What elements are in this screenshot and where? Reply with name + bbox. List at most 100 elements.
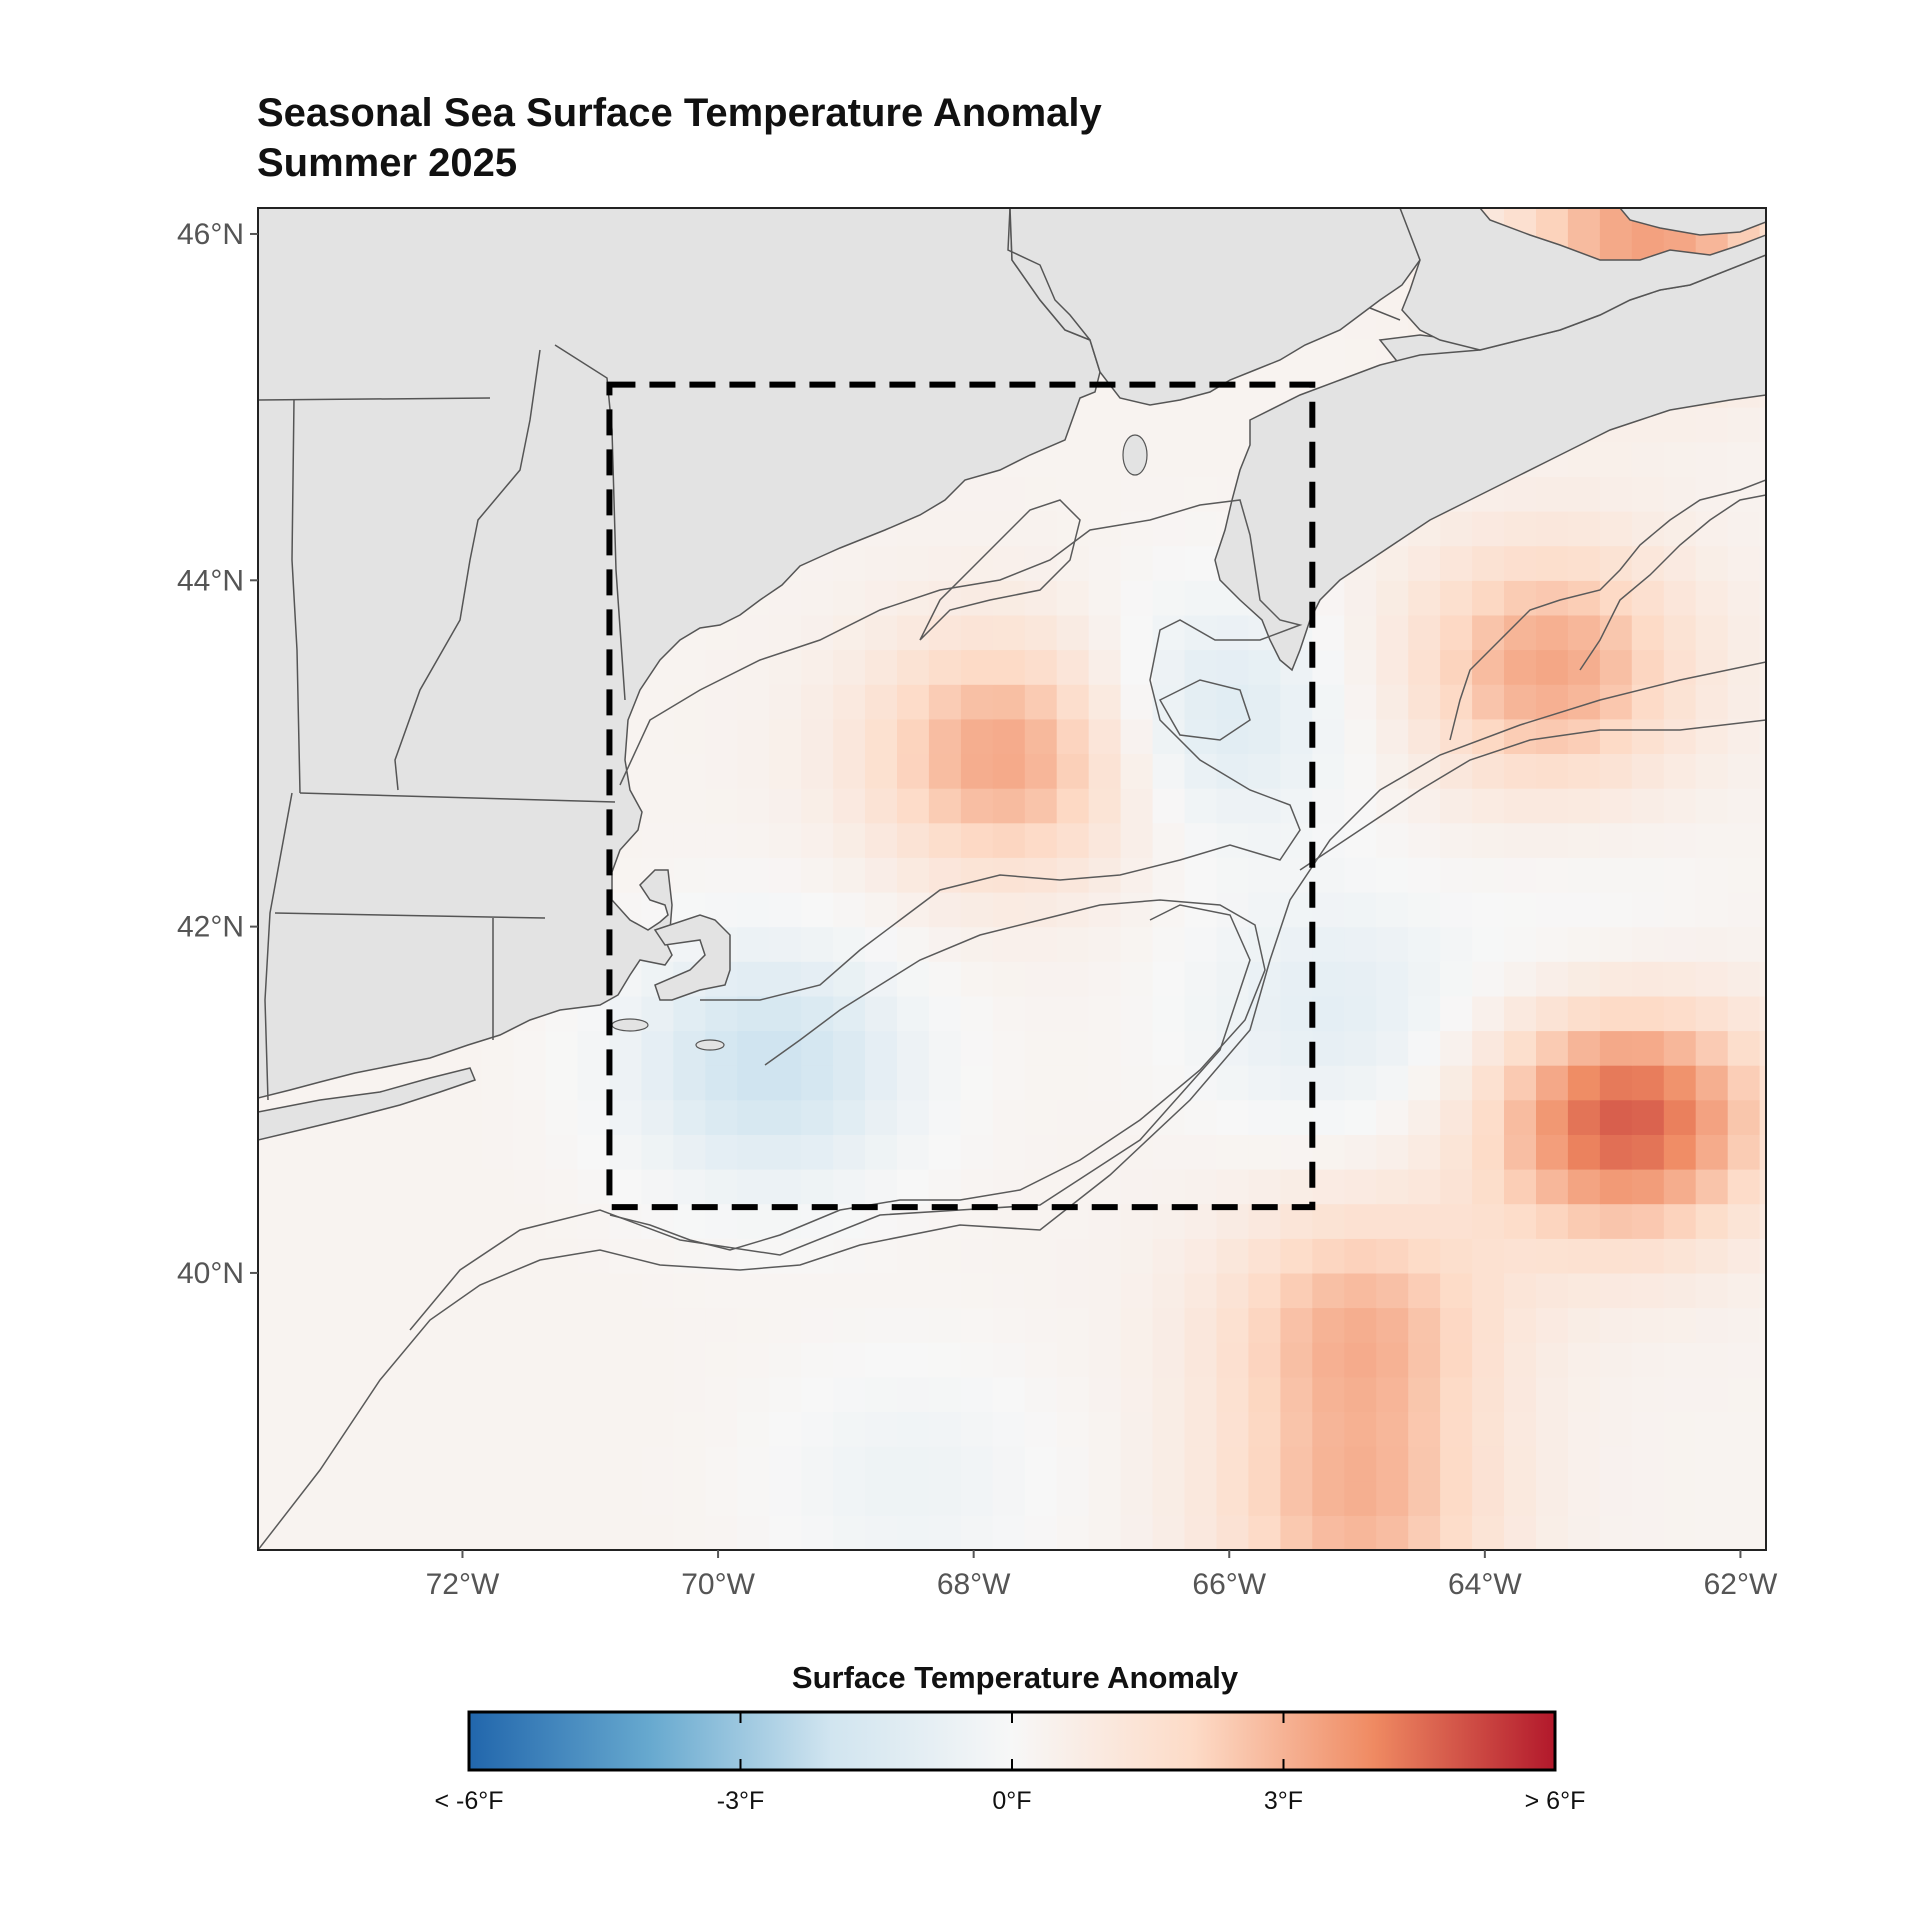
- anomaly-cell: [641, 1030, 674, 1066]
- anomaly-cell: [769, 1446, 802, 1482]
- anomaly-cell: [1663, 822, 1697, 858]
- anomaly-cell: [641, 1169, 674, 1205]
- anomaly-cell: [960, 857, 994, 893]
- anomaly-cell: [673, 1446, 706, 1482]
- anomaly-cell: [1695, 1238, 1729, 1274]
- anomaly-cell: [1567, 1134, 1601, 1170]
- anomaly-cell: [1216, 753, 1249, 789]
- anomaly-cell: [1408, 1238, 1441, 1274]
- anomaly-cell: [1120, 961, 1154, 997]
- anomaly-cell: [928, 995, 962, 1032]
- anomaly-cell: [1727, 1307, 1761, 1343]
- anomaly-cell: [1216, 857, 1249, 893]
- anomaly-cell: [545, 1169, 578, 1205]
- anomaly-cell: [1663, 1238, 1697, 1274]
- contour-scotian-bank-2: [1579, 494, 1766, 671]
- anomaly-cell: [1663, 545, 1697, 581]
- anomaly-cell: [1280, 1134, 1313, 1170]
- lon-tick-label: 72°W: [426, 1568, 500, 1601]
- contour-scotian-shelf: [1299, 719, 1766, 871]
- anomaly-cell: [1599, 753, 1633, 789]
- anomaly-cell: [992, 1342, 1026, 1378]
- anomaly-cell: [928, 545, 962, 581]
- anomaly-cell: [1056, 1515, 1090, 1550]
- anomaly-cell: [1695, 926, 1729, 962]
- anomaly-cell: [449, 1203, 483, 1239]
- anomaly-cell: [1088, 753, 1122, 789]
- anomaly-cell: [641, 1238, 674, 1274]
- anomaly-cell: [1376, 961, 1409, 997]
- anomaly-cell: [960, 926, 994, 962]
- anomaly-cell: [897, 1099, 930, 1135]
- new-england-land: [258, 208, 1101, 1099]
- anomaly-cell: [1504, 788, 1537, 824]
- anomaly-cell: [833, 1480, 866, 1516]
- anomaly-cell: [289, 1411, 323, 1447]
- anomaly-cell: [545, 1272, 578, 1309]
- anomaly-cell: [769, 995, 802, 1032]
- anomaly-cell: [705, 1515, 738, 1550]
- anomaly-cell: [577, 1480, 610, 1516]
- anomaly-cell: [1599, 1030, 1633, 1066]
- anomaly-cell: [1408, 614, 1441, 651]
- anomaly-cell: [1727, 857, 1761, 893]
- anomaly-cell: [673, 1515, 706, 1550]
- anomaly-cell: [1248, 1134, 1281, 1170]
- anomaly-cell: [385, 1446, 419, 1482]
- anomaly-cell: [928, 753, 962, 789]
- anomaly-cell: [513, 1480, 547, 1516]
- anomaly-cell: [1536, 614, 1569, 651]
- anomaly-cell: [1120, 788, 1154, 824]
- anomaly-cell: [897, 1307, 930, 1343]
- anomaly-cell: [1088, 1307, 1122, 1343]
- anomaly-cell: [1599, 614, 1633, 651]
- anomaly-cell: [1408, 926, 1441, 962]
- map-title: Seasonal Sea Surface Temperature Anomaly…: [257, 88, 1102, 188]
- anomaly-cell: [1024, 1446, 1058, 1482]
- anomaly-cell: [960, 1065, 994, 1101]
- anomaly-cell: [641, 1376, 674, 1412]
- anomaly-cell: [1472, 1411, 1505, 1447]
- anomaly-cell: [1695, 649, 1729, 685]
- anomaly-cell: [1184, 649, 1217, 685]
- anomaly-cell: [1280, 684, 1313, 720]
- anomaly-cell: [833, 1134, 866, 1170]
- anomaly-cell: [449, 1446, 483, 1482]
- anomaly-cell: [1344, 649, 1377, 685]
- anomaly-cell: [1440, 1099, 1473, 1135]
- anomaly-cell: [897, 961, 930, 997]
- anomaly-cell: [1024, 1376, 1058, 1412]
- anomaly-cell: [1727, 1480, 1761, 1516]
- anomaly-cell: [1312, 1169, 1345, 1205]
- anomaly-cell: [705, 788, 738, 824]
- anomaly-cell: [1567, 1480, 1601, 1516]
- anomaly-cell: [1599, 1169, 1633, 1205]
- anomaly-cell: [833, 1238, 866, 1274]
- anomaly-cell: [928, 1307, 962, 1343]
- lon-tick-label: 66°W: [1192, 1568, 1266, 1601]
- anomaly-cell: [1120, 822, 1154, 858]
- anomaly-cell: [1184, 476, 1217, 512]
- anomaly-cell: [1024, 788, 1058, 824]
- anomaly-cell: [1536, 822, 1569, 858]
- anomaly-cell: [1344, 1272, 1377, 1309]
- anomaly-cell: [1599, 476, 1633, 512]
- anomaly-cell: [1344, 995, 1377, 1032]
- anomaly-cell: [1024, 1238, 1058, 1274]
- anomaly-cell: [1120, 476, 1154, 512]
- anomaly-cell: [385, 1169, 419, 1205]
- anomaly-cell: [960, 1030, 994, 1066]
- anomaly-cell: [353, 1203, 387, 1239]
- anomaly-cell: [1312, 753, 1345, 789]
- anomaly-cell: [1504, 511, 1537, 547]
- anomaly-cell: [1088, 995, 1122, 1032]
- anomaly-cell: [1663, 1480, 1697, 1516]
- anomaly-cell: [737, 857, 770, 893]
- anomaly-cell: [1024, 1065, 1058, 1101]
- anomaly-cell: [513, 1065, 547, 1101]
- anomaly-cell: [609, 1134, 642, 1170]
- anomaly-cell: [1599, 1203, 1633, 1239]
- anomaly-cell: [289, 1134, 323, 1170]
- anomaly-cell: [1312, 1446, 1345, 1482]
- anomaly-cell: [1344, 1169, 1377, 1205]
